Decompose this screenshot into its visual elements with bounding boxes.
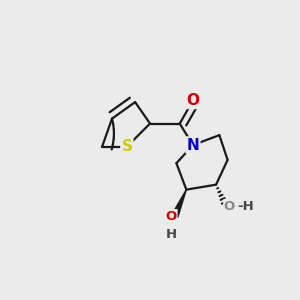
Text: -H: -H — [237, 200, 254, 213]
Text: S: S — [122, 139, 132, 154]
Polygon shape — [172, 190, 186, 218]
Text: H: H — [166, 228, 177, 241]
Text: O: O — [224, 200, 235, 213]
Text: N: N — [187, 137, 199, 152]
Text: O: O — [166, 209, 177, 223]
Text: O: O — [186, 93, 200, 108]
